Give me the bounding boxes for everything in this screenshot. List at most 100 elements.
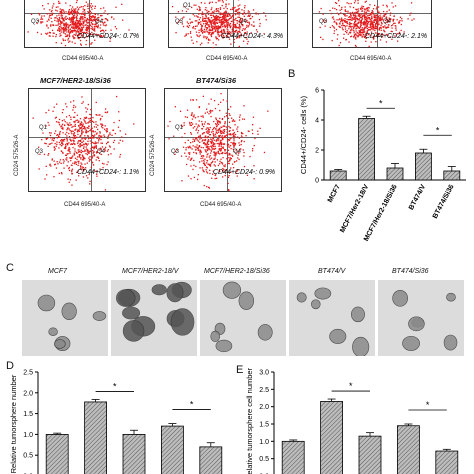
y-tick-label: 1.5: [23, 411, 33, 418]
y-axis-label: Relative tumorsphere number: [9, 374, 18, 473]
panel-letter-c: C: [6, 262, 14, 274]
flow-plot-her2-v: Q1 Q3 Q4 CD44+CD24-: 4.3%: [168, 0, 288, 49]
micro-image-bt474-v: [289, 280, 375, 356]
flow-scatter: [167, 93, 269, 192]
dot-cloud: [32, 95, 135, 191]
q4-label: Q4: [383, 19, 392, 25]
bar: [329, 170, 347, 181]
bar: [358, 435, 382, 474]
dot-cloud: [27, 0, 130, 47]
flow-stat: CD44+CD24-: 4.3%: [221, 33, 284, 40]
tumorsphere-image: [296, 287, 370, 356]
sphere-cluster: [392, 289, 458, 351]
micro-title: MCF7/HER2-18/V: [122, 268, 179, 275]
tumorsphere-image: [392, 289, 458, 351]
significance-star: *: [436, 125, 440, 135]
dot-cloud: [167, 93, 269, 192]
bar: [84, 401, 107, 474]
flow-xlabel: CD44 695/40-A: [200, 202, 242, 208]
y-tick-label: 0.5: [23, 453, 33, 460]
y-tick-label: 2.0: [259, 404, 269, 411]
sphere-cluster: [296, 287, 370, 356]
q3-label: Q3: [175, 19, 184, 25]
flow-scatter: [27, 0, 130, 47]
panel-letter-d: D: [6, 360, 14, 372]
y-tick-label: 2: [315, 148, 319, 155]
y-tick-label: 1.5: [259, 422, 269, 429]
flow-ylabel: CD24 575/26-A: [14, 134, 20, 176]
bar: [358, 118, 375, 181]
y-tick-label: 2.5: [259, 387, 269, 394]
x-tick-label: MCF7/Her2-18/Si36: [363, 184, 399, 243]
y-tick-label: 6: [315, 88, 319, 95]
flow-plot-her2-si36: Q1 Q3 Q4 CD44+CD24-: 1.1%: [28, 88, 146, 192]
micro-title: BT474/V: [318, 268, 346, 275]
bar: [396, 425, 420, 474]
flow-title: MCF7/HER2-18/Si36: [40, 76, 111, 85]
flow-stat: CD44+CD24-: 2.1%: [365, 33, 428, 40]
q1-label: Q1: [175, 125, 184, 131]
y-tick-label: 1.0: [23, 432, 33, 439]
bar: [320, 401, 343, 474]
q3-label: Q3: [319, 19, 328, 25]
x-tick-label: MCF7/Her2-18/V: [339, 183, 370, 234]
y-tick-label: 1.0: [259, 439, 269, 446]
flow-xlabel: CD44 695/40-A: [350, 56, 392, 62]
flow-xlabel: CD44 695/40-A: [64, 202, 106, 208]
micro-image-her2-si36: [200, 280, 286, 356]
y-axis-label: Relative tumorsphere cell number: [245, 367, 254, 474]
flow-scatter: [32, 95, 135, 191]
y-tick-label: 2.0: [23, 390, 33, 397]
bar: [199, 446, 223, 474]
dot-cloud: [171, 0, 267, 49]
micro-title: MCF7: [48, 268, 68, 275]
x-tick-label: MCF7: [327, 184, 342, 204]
tumorsphere-image: [210, 281, 273, 353]
q4-label: Q4: [95, 19, 104, 25]
micro-image-mcf7: [22, 280, 108, 356]
sphere-cluster: [37, 294, 107, 352]
q4-label: Q4: [97, 149, 106, 155]
flow-ylabel: CD24 575/26-A: [150, 134, 156, 176]
sphere-cluster: [116, 281, 195, 342]
bar: [435, 450, 459, 474]
y-axis-label: CD44+/CD24- cells (%): [299, 95, 308, 174]
micro-image-bt474-si36: [378, 280, 464, 356]
significance-star: *: [349, 381, 353, 391]
q1-label: Q1: [39, 125, 48, 131]
bar: [45, 434, 69, 474]
bar: [281, 440, 305, 474]
panel-letter-b: B: [288, 68, 296, 80]
q3-label: Q3: [35, 149, 44, 155]
q1-label: Q1: [183, 3, 192, 9]
bar: [443, 170, 461, 181]
bar: [122, 434, 146, 474]
flow-stat: CD44+CD24-: 0.7%: [77, 33, 140, 40]
flow-plot-bt474-v: Q3 Q4 CD44+CD24-: 2.1%: [312, 0, 432, 48]
micro-title: BT474/Si36: [392, 268, 429, 275]
y-tick-label: 0: [315, 178, 319, 185]
flow-xlabel: CD44 695/40-A: [206, 56, 248, 62]
sphere-cluster: [210, 281, 273, 353]
significance-star: *: [113, 381, 117, 391]
significance-star: *: [426, 400, 430, 410]
bar: [386, 167, 404, 181]
tumorsphere-image: [116, 281, 195, 342]
flow-stat: CD44+CD24-: 0.9%: [213, 169, 276, 176]
flow-title: BT474/Si36: [196, 76, 237, 85]
flow-xlabel: CD44 695/40-A: [62, 56, 104, 62]
panel-letter-e: E: [236, 364, 244, 376]
micro-image-her2-v: [111, 280, 197, 356]
tumorsphere-image: [37, 294, 107, 352]
y-tick-label: 3.0: [259, 370, 269, 377]
bar: [160, 425, 184, 474]
q3-label: Q3: [171, 149, 180, 155]
y-tick-label: 2.5: [23, 370, 33, 377]
flow-scatter: [171, 0, 267, 49]
flow-plot-mcf7: Q3 Q4 CD44+CD24-: 0.7%: [24, 0, 144, 48]
dot-cloud: [318, 0, 415, 48]
q4-label: Q4: [239, 19, 248, 25]
